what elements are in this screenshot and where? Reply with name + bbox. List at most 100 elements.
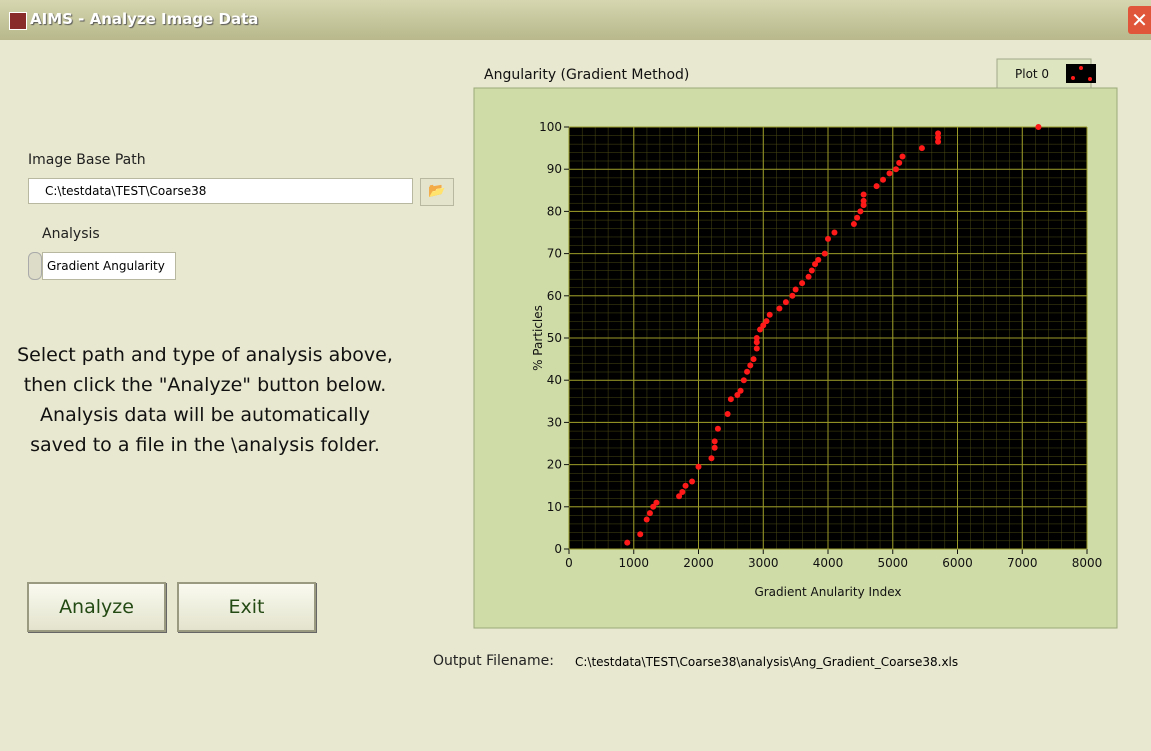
analysis-label: Analysis (42, 226, 100, 242)
title-bar (0, 0, 1151, 40)
point (854, 214, 861, 221)
x-axis-label: Gradient Anularity Index (754, 585, 901, 599)
instructions: Select path and type of analysis above, … (17, 344, 393, 456)
point (860, 191, 867, 198)
y-tick-label: 10 (547, 500, 562, 514)
point (805, 273, 812, 280)
point (1035, 124, 1042, 130)
x-tick-label: 2000 (683, 556, 714, 570)
point (815, 256, 822, 263)
point (679, 489, 686, 496)
y-axis-label: % Particles (531, 305, 545, 371)
point (747, 362, 754, 369)
y-tick-label: 70 (547, 247, 562, 261)
x-tick-label: 0 (565, 556, 573, 570)
point (860, 202, 867, 209)
analysis-field[interactable]: Gradient Angularity (42, 252, 176, 280)
point (676, 493, 683, 500)
point (711, 438, 718, 445)
path-label: Image Base Path (28, 152, 146, 168)
y-tick-label: 90 (547, 162, 562, 176)
point (711, 444, 718, 451)
y-tick-label: 0 (554, 542, 562, 556)
y-tick-label: 100 (539, 120, 562, 134)
x-tick-label: 6000 (942, 556, 973, 570)
point (782, 299, 789, 306)
point (776, 305, 783, 312)
point (935, 134, 942, 141)
point (850, 221, 857, 228)
point (734, 391, 741, 398)
point (825, 235, 831, 242)
point (812, 261, 819, 268)
x-tick-label: 7000 (1007, 556, 1038, 570)
point (831, 229, 838, 236)
point (892, 166, 899, 173)
chart-title: Angularity (Gradient Method) (484, 67, 689, 83)
point (724, 410, 731, 417)
point (918, 145, 925, 152)
point (624, 539, 631, 546)
point (935, 130, 942, 137)
y-tick-label: 50 (547, 331, 562, 345)
path-field[interactable]: C:\testdata\TEST\Coarse38 (28, 178, 413, 204)
point (653, 499, 660, 506)
point (860, 197, 867, 204)
output-value: C:\testdata\TEST\Coarse38\analysis\Ang_G… (575, 655, 959, 669)
point (689, 478, 696, 485)
point (873, 183, 880, 190)
point (682, 482, 689, 489)
y-tick-label: 40 (547, 373, 562, 387)
x-tick-label: 8000 (1072, 556, 1103, 570)
point (643, 516, 650, 523)
point (714, 425, 721, 432)
point (880, 176, 887, 183)
point (763, 318, 770, 325)
x-tick-label: 3000 (748, 556, 779, 570)
y-tick-label: 60 (547, 289, 562, 303)
point (760, 322, 767, 329)
point (857, 208, 864, 215)
point (935, 138, 942, 145)
exit-button[interactable]: Exit (177, 582, 316, 632)
close-button[interactable]: ✕ (1128, 6, 1151, 34)
point (753, 339, 760, 346)
legend-dot (1079, 66, 1083, 70)
point (799, 280, 806, 287)
point (821, 250, 828, 257)
analysis-spinner[interactable] (28, 252, 42, 280)
point (766, 311, 773, 318)
point (886, 170, 893, 177)
app-icon (9, 12, 27, 30)
x-tick-label: 5000 (877, 556, 908, 570)
point (744, 368, 751, 375)
legend-dot (1088, 77, 1092, 81)
point (792, 286, 799, 293)
point (650, 503, 657, 510)
y-tick-label: 20 (547, 458, 562, 472)
y-tick-label: 80 (547, 204, 562, 218)
point (637, 531, 644, 538)
point (753, 345, 760, 352)
legend-dot (1071, 76, 1075, 80)
point (695, 463, 702, 470)
analyze-button[interactable]: Analyze (27, 582, 166, 632)
point (899, 153, 906, 160)
output-label: Output Filename: (433, 653, 554, 669)
legend-label: Plot 0 (1015, 67, 1049, 81)
point (757, 326, 764, 333)
point (808, 267, 815, 274)
point (896, 159, 903, 166)
point (737, 387, 744, 394)
y-tick-label: 30 (547, 415, 562, 429)
point (789, 292, 796, 299)
window-title: AIMS - Analyze Image Data (30, 10, 259, 28)
browse-button[interactable]: 📂 (420, 178, 454, 206)
point (646, 510, 653, 517)
point (740, 377, 747, 384)
point (753, 335, 760, 341)
x-tick-label: 1000 (618, 556, 649, 570)
point (708, 455, 715, 462)
